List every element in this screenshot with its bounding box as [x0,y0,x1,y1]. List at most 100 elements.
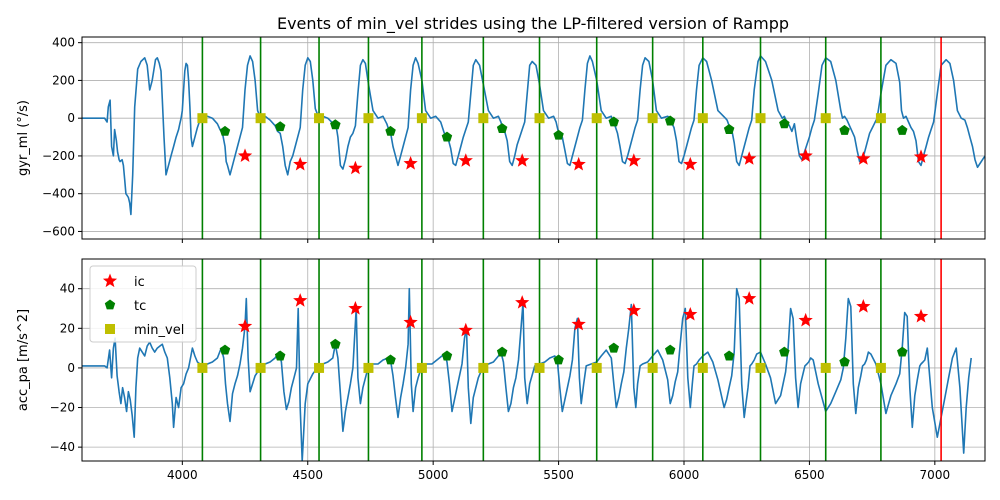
y-tick-label: −20 [50,401,75,415]
tc-marker [219,125,231,136]
axes-frame [81,258,986,462]
ic-marker [856,151,871,165]
y-tick-label: 200 [52,73,75,87]
min-vel-marker [534,113,545,124]
signal-line [82,55,985,216]
ic-marker [683,307,698,321]
ic-marker [798,312,813,327]
min-vel-marker [478,113,489,124]
y-tick-label: 40 [60,282,75,296]
x-tick-label: 6000 [669,468,700,482]
tc-marker [385,125,396,136]
ic-marker [742,291,757,305]
tc-marker [608,342,619,353]
tc-marker [274,350,286,361]
min-vel-marker [478,362,489,373]
tc-marker [779,346,790,357]
min-vel-marker [697,113,708,124]
x-tick-label: 7000 [920,468,951,482]
tc-marker [897,346,908,357]
ic-marker [348,301,363,315]
ic-marker [458,322,473,337]
y-axis-title: acc_pa [m/s^2] [16,309,31,411]
legend-label: tc [134,299,146,314]
tc-marker [496,123,508,133]
ic-marker [571,316,586,331]
tc-marker [608,116,619,127]
min-vel-marker [755,113,766,124]
x-tick-label: 5000 [418,468,449,482]
axes-frame [81,36,986,240]
y-tick-label: −40 [50,440,75,454]
tc-marker [839,124,850,135]
tc-marker [385,354,396,365]
ic-marker [293,293,308,307]
legend-ic-marker [102,273,118,288]
chart-title: Events of min_vel strides using the LP-f… [277,14,789,34]
ic-marker [913,308,929,323]
ic-marker [293,156,308,171]
top-panel-gyr-ml: 400 200 0 −200 −400 −600 gyr_ml (°/s) [16,36,986,243]
min-vel-marker [820,113,831,124]
tc-marker [496,346,508,357]
x-tick-label: 6500 [794,468,825,482]
ic-marker [458,153,473,167]
ic-marker [515,295,530,309]
tc-marker [779,118,790,129]
ic-marker [403,156,418,170]
y-tick-label: 400 [52,36,75,50]
ic-marker [798,148,813,162]
min-vel-marker [591,362,602,373]
x-tick-label: 4000 [167,468,198,482]
y-tick-label: −600 [42,224,75,238]
min-vel-marker [255,113,266,124]
legend: ic tc min_vel [89,265,197,343]
legend-min-vel-marker [105,324,115,334]
ic-marker [856,299,871,313]
min-vel-marker [363,113,374,124]
min-vel-marker [875,362,886,373]
legend-label: min_vel [134,323,184,338]
tc-marker [839,356,850,367]
bottom-panel-acc-pa: 4000 4500 5000 5500 6000 6500 7000 40 20 0 −20 −40 a… [16,258,986,482]
ic-marker [348,160,363,175]
min-vel-marker [591,113,602,124]
min-vel-marker [255,362,266,373]
tc-marker [274,121,286,132]
min-vel-marker [416,113,427,124]
y-tick-label: −200 [42,149,75,163]
legend-box [89,265,197,343]
min-vel-marker [755,362,766,373]
tc-marker [723,350,735,361]
y-axis-title: gyr_ml (°/s) [16,100,31,176]
ic-marker [237,148,253,162]
x-tick-label: 4500 [292,468,323,482]
x-tick-label: 5500 [543,468,574,482]
min-vel-marker [197,113,208,124]
ic-marker [515,153,530,167]
ic-marker [237,318,253,333]
tc-marker [553,129,564,140]
tc-marker [441,131,453,142]
min-vel-marker [363,362,374,373]
ic-marker [742,151,757,165]
y-tick-label: 20 [60,321,75,335]
min-vel-marker [314,113,325,124]
min-vel-marker [197,362,208,373]
min-vel-marker [647,113,658,124]
ic-marker [626,303,641,317]
signal-line [82,287,972,461]
tc-marker [665,344,676,355]
legend-label: ic [134,275,145,290]
legend-tc-marker [104,299,116,310]
tc-marker [330,338,341,349]
min-vel-marker [875,113,886,124]
tc-marker [219,344,231,355]
tc-marker [897,124,908,135]
min-vel-marker [697,362,708,373]
min-vel-marker [416,362,427,373]
tc-marker [441,350,453,361]
tc-marker [330,119,341,130]
min-vel-marker [314,362,325,373]
